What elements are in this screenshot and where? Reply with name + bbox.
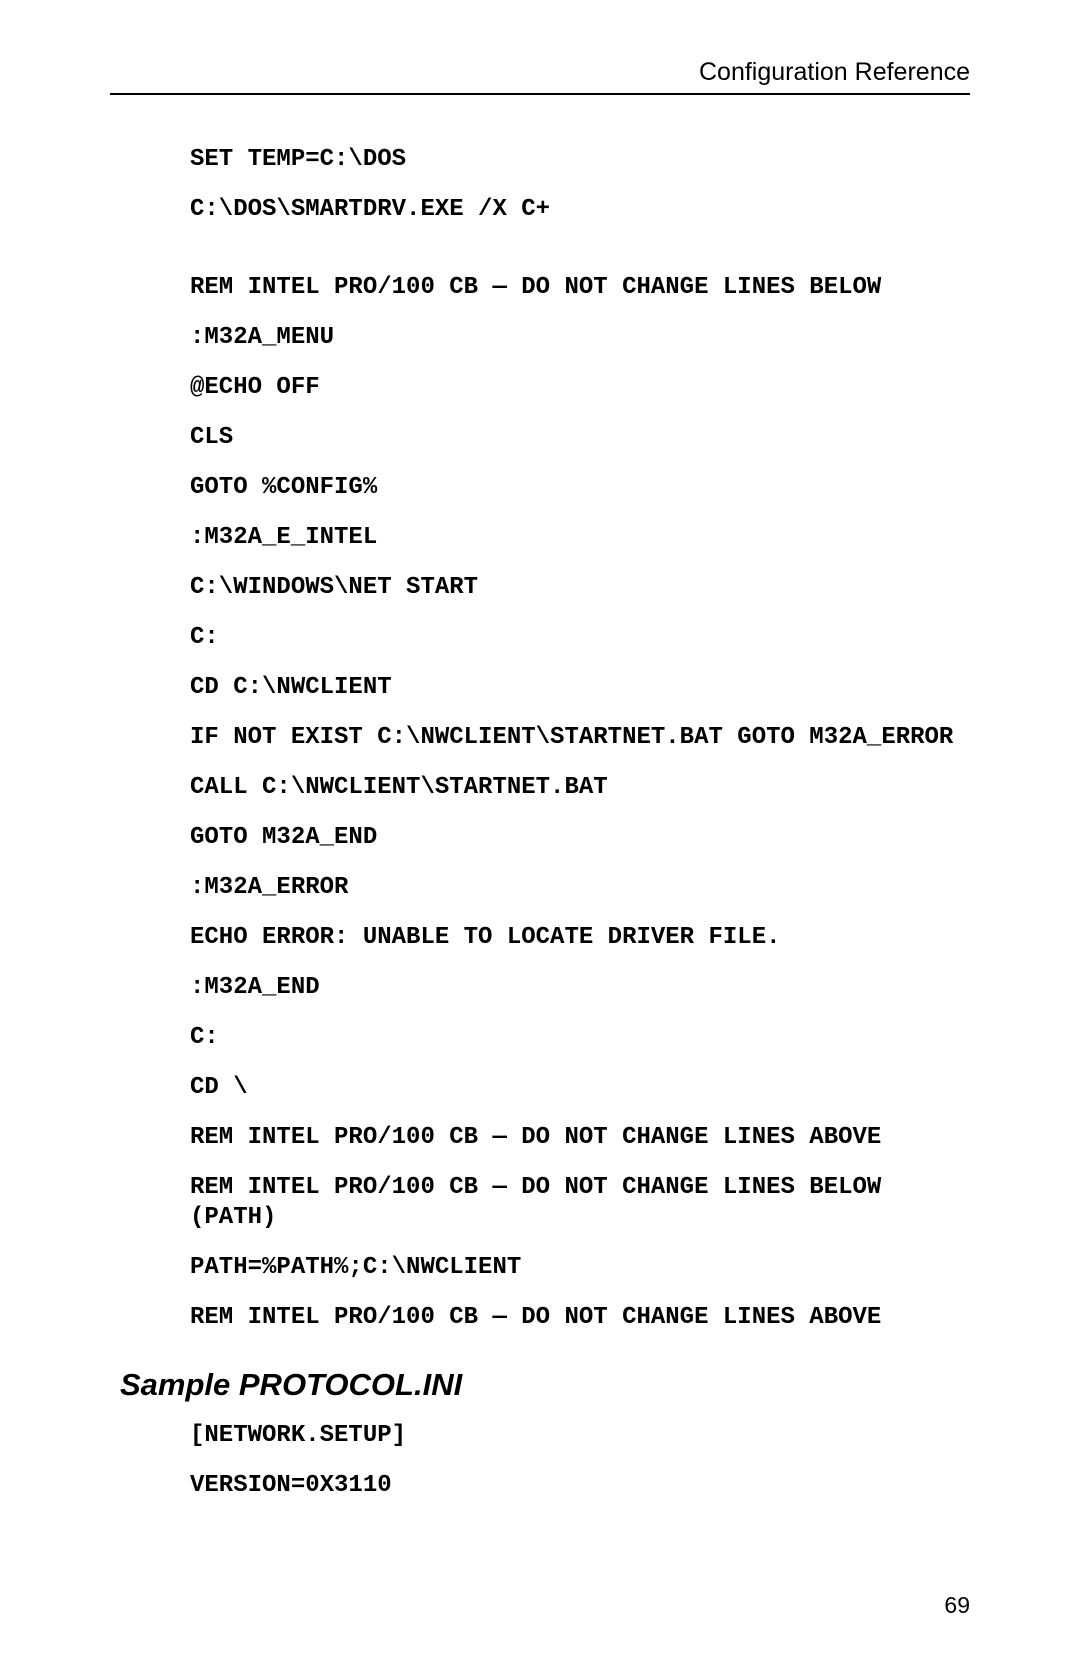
header-title: Configuration Reference: [110, 58, 970, 93]
code-line: C:: [190, 1023, 970, 1053]
section-heading: Sample PROTOCOL.INI: [110, 1367, 970, 1403]
code-line: :M32A_END: [190, 973, 970, 1003]
code-line: VERSION=0X3110: [190, 1471, 970, 1501]
code-line: @ECHO OFF: [190, 373, 970, 403]
code-line: ECHO ERROR: UNABLE TO LOCATE DRIVER FILE…: [190, 923, 970, 953]
code-line: GOTO M32A_END: [190, 823, 970, 853]
code-line: C:: [190, 623, 970, 653]
page-header: Configuration Reference: [110, 58, 970, 95]
code-line: :M32A_ERROR: [190, 873, 970, 903]
blank-line-gap: [110, 245, 970, 273]
code-line: :M32A_MENU: [190, 323, 970, 353]
code-block-3: [NETWORK.SETUP] VERSION=0X3110: [110, 1421, 970, 1501]
code-block-2: REM INTEL PRO/100 CB — DO NOT CHANGE LIN…: [110, 273, 970, 1333]
code-block-1: SET TEMP=C:\DOS C:\DOS\SMARTDRV.EXE /X C…: [110, 145, 970, 225]
code-line: C:\DOS\SMARTDRV.EXE /X C+: [190, 195, 970, 225]
code-line: REM INTEL PRO/100 CB — DO NOT CHANGE LIN…: [190, 1173, 970, 1233]
code-line: IF NOT EXIST C:\NWCLIENT\STARTNET.BAT GO…: [190, 723, 970, 753]
code-line: CLS: [190, 423, 970, 453]
code-line: PATH=%PATH%;C:\NWCLIENT: [190, 1253, 970, 1283]
code-line: CALL C:\NWCLIENT\STARTNET.BAT: [190, 773, 970, 803]
code-line: REM INTEL PRO/100 CB — DO NOT CHANGE LIN…: [190, 1303, 970, 1333]
code-line: SET TEMP=C:\DOS: [190, 145, 970, 175]
document-page: Configuration Reference SET TEMP=C:\DOS …: [0, 0, 1080, 1669]
header-rule: [110, 93, 970, 95]
code-line: CD \: [190, 1073, 970, 1103]
code-line: GOTO %CONFIG%: [190, 473, 970, 503]
page-number: 69: [944, 1592, 970, 1619]
code-line: CD C:\NWCLIENT: [190, 673, 970, 703]
code-line: REM INTEL PRO/100 CB — DO NOT CHANGE LIN…: [190, 273, 970, 303]
code-line: REM INTEL PRO/100 CB — DO NOT CHANGE LIN…: [190, 1123, 970, 1153]
code-line: :M32A_E_INTEL: [190, 523, 970, 553]
code-line: C:\WINDOWS\NET START: [190, 573, 970, 603]
code-line: [NETWORK.SETUP]: [190, 1421, 970, 1451]
